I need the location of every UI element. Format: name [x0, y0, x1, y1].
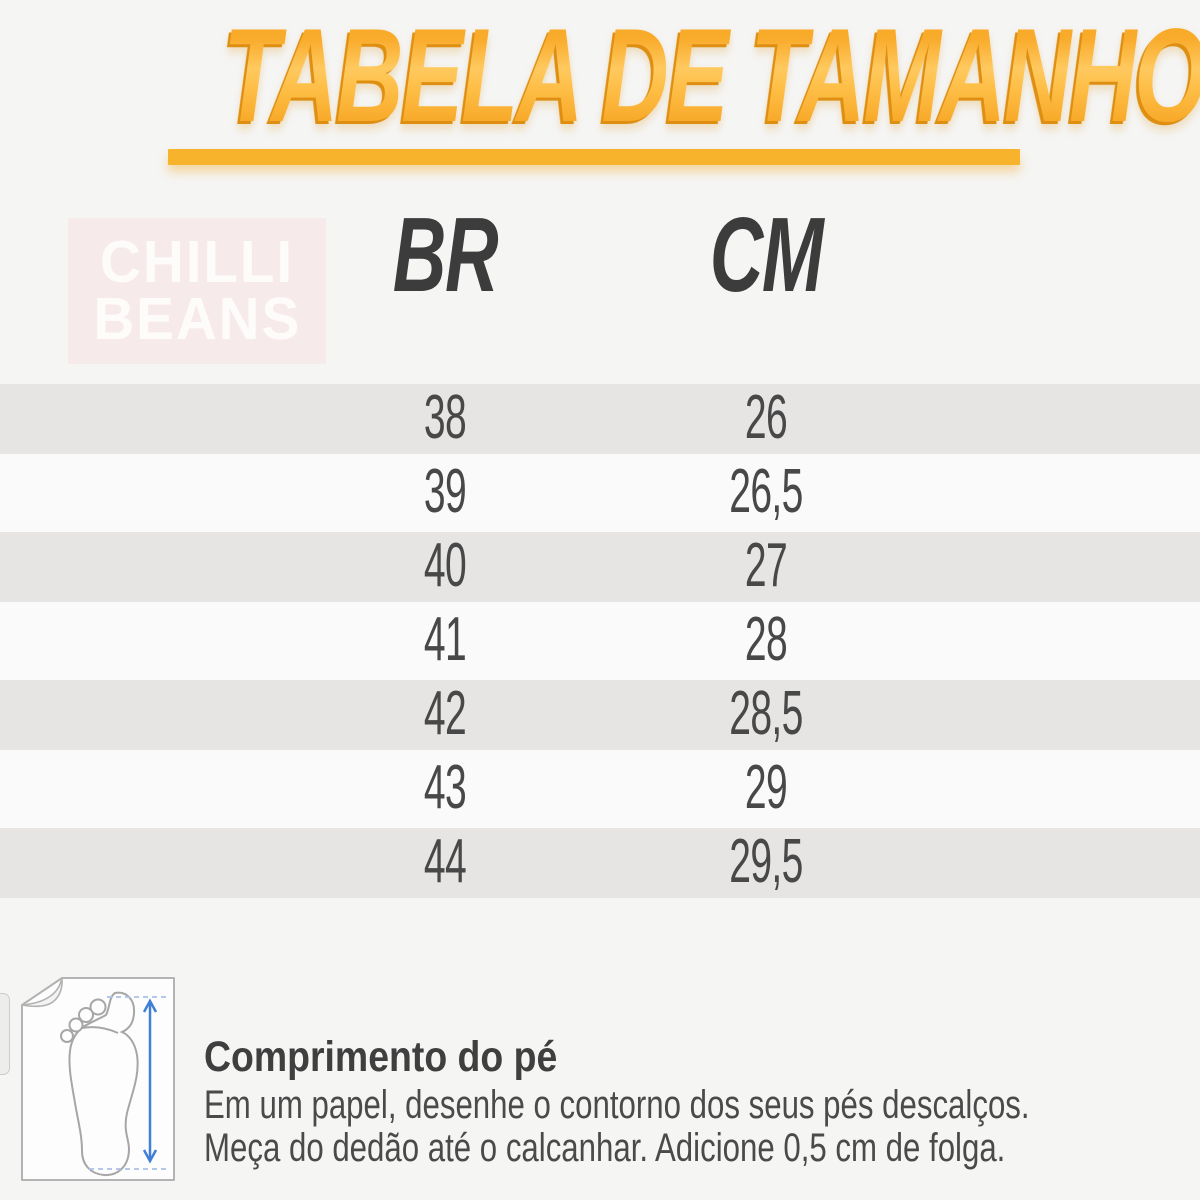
paper-fold-corner — [21, 977, 63, 1008]
cell-cm: 26,5 — [729, 456, 803, 526]
left-edge-tab — [0, 993, 10, 1075]
measure-arrow — [142, 998, 158, 1164]
cell-cm: 29 — [744, 752, 788, 822]
page-title-wrap: TABELA DE TAMANHOS — [0, 10, 1200, 143]
cell-cm: 27 — [744, 530, 788, 600]
brand-line-2: BEANS — [93, 286, 301, 352]
brand-watermark: CHILLI BEANS — [68, 218, 326, 364]
measure-guide-heading: Comprimento do pé — [204, 1033, 558, 1081]
measure-guide-line-2: Meça do dedão até o calcanhar. Adicione … — [204, 1126, 1006, 1170]
page-title: TABELA DE TAMANHOS — [223, 10, 1200, 143]
title-underline-bar — [168, 149, 1020, 165]
table-row: 40 27 — [0, 532, 1200, 602]
foot-outline — [60, 991, 139, 1177]
cell-cm: 28,5 — [729, 678, 803, 748]
table-row: 42 28,5 — [0, 680, 1200, 750]
cell-cm: 26 — [744, 382, 788, 452]
cell-br: 42 — [423, 678, 467, 748]
measure-dashed-lines — [89, 996, 169, 1170]
column-header-cm: CM — [709, 196, 824, 314]
table-row: 44 29,5 — [0, 828, 1200, 898]
cell-br: 44 — [423, 826, 467, 896]
cell-cm: 29,5 — [729, 826, 803, 896]
cell-br: 40 — [423, 530, 467, 600]
column-header-br: BR — [392, 196, 499, 314]
cell-cm: 28 — [744, 604, 788, 674]
cell-br: 38 — [423, 382, 467, 452]
table-row: 38 26 — [0, 384, 1200, 454]
cell-br: 41 — [423, 604, 467, 674]
cell-br: 39 — [423, 456, 467, 526]
foot-length-measure-icon — [21, 977, 175, 1181]
table-row: 43 29 — [0, 750, 1200, 828]
measure-guide-line-1: Em um papel, desenhe o contorno dos seus… — [204, 1083, 1030, 1127]
size-table: 38 26 39 26,5 40 27 41 28 42 28,5 43 29 … — [0, 384, 1200, 898]
brand-line-1: CHILLI — [99, 229, 295, 295]
table-row: 41 28 — [0, 602, 1200, 680]
table-row: 39 26,5 — [0, 454, 1200, 532]
cell-br: 43 — [423, 752, 467, 822]
